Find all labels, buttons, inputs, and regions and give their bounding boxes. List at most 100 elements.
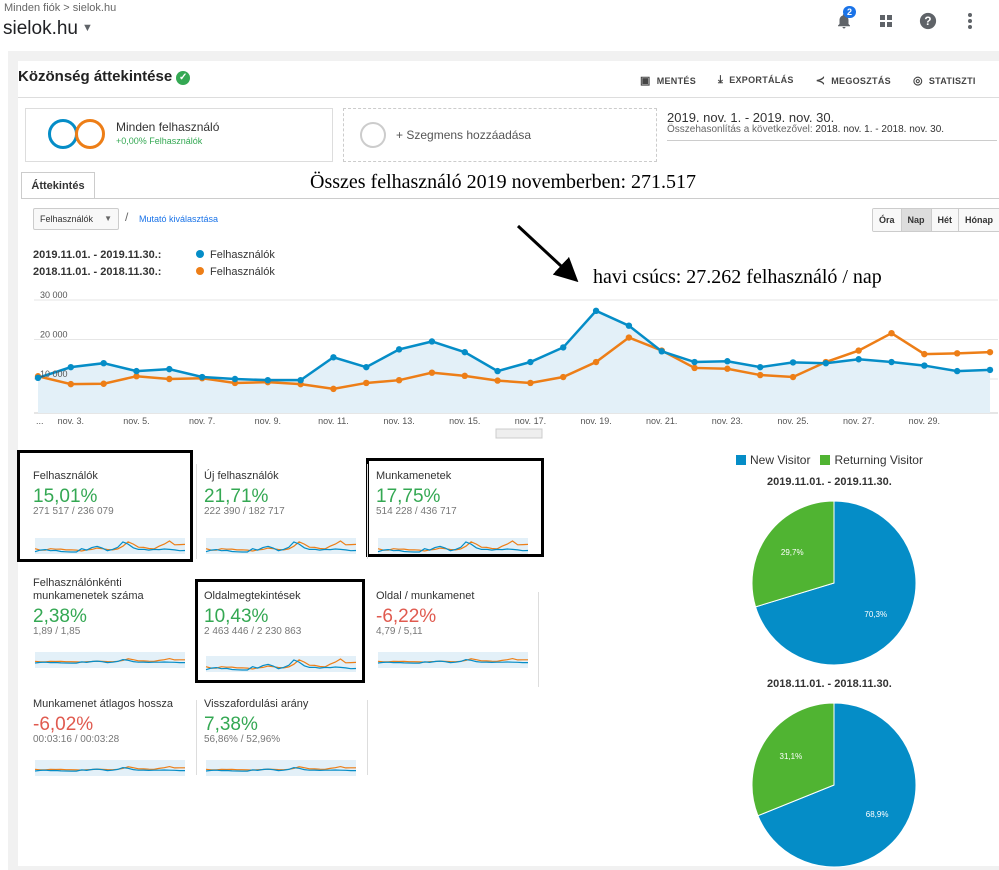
metric-tile[interactable]: Oldalmegtekintések 10,43% 2 463 446 / 2 23… (204, 590, 374, 690)
breadcrumb[interactable]: Minden fiók > sielok.hu (4, 2, 117, 14)
top-icons: 2 ? (833, 6, 981, 32)
metric-tile[interactable]: Felhasználónkénti munkamenetek száma 2,38… (33, 577, 203, 677)
pie-title-2018: 2018.11.01. - 2018.11.30. (767, 678, 892, 690)
segment-subtitle: +0,00% Felhasználók (116, 136, 203, 146)
insights-button[interactable]: ◎ STATISZTI (912, 75, 976, 87)
share-icon: ≺ (815, 75, 826, 87)
metric-change: -6,02% (33, 714, 94, 735)
notification-count: 2 (843, 6, 857, 18)
header-divider (18, 97, 999, 98)
new-visitor-swatch-icon (736, 455, 746, 465)
legend-row-2019: 2019.11.01. - 2019.11.30.: Felhasználók (33, 249, 275, 261)
metric-values: 00:03:16 / 00:03:28 (33, 734, 120, 745)
highlight-box (195, 579, 365, 683)
metric-values: 1,89 / 1,85 (33, 626, 81, 637)
metric-tile[interactable]: Oldal / munkamenet -6,22% 4,79 / 5,11 (376, 590, 546, 690)
gran-day[interactable]: Nap (901, 209, 932, 231)
add-segment-label: + Szegmens hozzáadása (396, 128, 532, 142)
help-icon[interactable]: ? (917, 10, 939, 32)
metric-change: 15,01% (33, 486, 98, 507)
metric-values: 2 463 446 / 2 230 863 (204, 626, 302, 637)
metric-title: Új felhasználók (204, 470, 279, 482)
svg-text:?: ? (924, 15, 931, 28)
account-name: sielok.hu (3, 18, 78, 39)
segment-circle-blue (48, 119, 78, 149)
metric-title: Visszafordulási arány (204, 698, 309, 710)
metric-values: 56,86% / 52,96% (204, 734, 281, 745)
top-bar: Minden fiók > sielok.hu sielok.hu ▼ 2 ? (0, 0, 999, 48)
metric-change: 7,38% (204, 714, 258, 735)
more-vert-icon[interactable] (959, 10, 981, 32)
gran-hour[interactable]: Óra (873, 209, 902, 231)
insights-icon: ◎ (912, 75, 923, 87)
share-button[interactable]: ≺ MEGOSZTÁS (815, 75, 891, 87)
segment-circle-orange (75, 119, 105, 149)
metric-values: 4,79 / 5,11 (376, 626, 423, 637)
metric-tile[interactable]: Visszafordulási arány 7,38% 56,86% / 52,96… (204, 698, 374, 798)
metric-tile[interactable]: Felhasználók 15,01% 271 517 / 236 079 (33, 470, 203, 570)
chevron-down-icon: ▼ (104, 214, 112, 223)
page-title-text: Közönség áttekintése (18, 68, 173, 85)
peak-annotation: havi csúcs: 27.262 felhasználó / nap (593, 266, 882, 288)
highlight-box (17, 450, 193, 562)
apps-grid-icon[interactable] (875, 10, 897, 32)
page-title: Közönség áttekintése ✓ (18, 68, 191, 85)
metric-title: Felhasználók (33, 470, 98, 482)
metric-change: 2,38% (33, 606, 87, 627)
account-selector[interactable]: sielok.hu ▼ (3, 18, 93, 40)
tab-overview[interactable]: Áttekintés (21, 172, 95, 199)
tab-divider (21, 198, 999, 199)
metric-tile[interactable]: Munkamenetek 17,75% 514 228 / 436 717 (376, 470, 546, 570)
segment-circles-icon (48, 119, 105, 149)
metric-change: 10,43% (204, 606, 269, 627)
metric-title: Felhasználónkénti munkamenetek száma (33, 577, 144, 602)
highlight-box (366, 458, 544, 557)
metric-title: Oldalmegtekintések (204, 590, 301, 602)
metric-title: Oldal / munkamenet (376, 590, 475, 602)
metric-dropdown[interactable]: Felhasználók ▼ (33, 208, 119, 230)
pie-legend: New Visitor Returning Visitor (736, 453, 923, 467)
tile-separator (367, 700, 368, 775)
metric-values: 271 517 / 236 079 (33, 506, 114, 517)
metric-tile[interactable]: Munkamenet átlagos hossza -6,02% 00:03:16 … (33, 698, 203, 798)
metric-values: 514 228 / 436 717 (376, 506, 457, 517)
chart-legend: 2019.11.01. - 2019.11.30.: Felhasználók 2… (33, 249, 275, 283)
tile-separator (196, 464, 197, 559)
metric-change: 21,71% (204, 486, 269, 507)
download-icon: ⤓ (718, 74, 724, 86)
pick-metric-link[interactable]: Mutató kiválasztása (139, 214, 219, 224)
metric-values: 222 390 / 182 717 (204, 506, 285, 517)
blue-dot-icon (196, 250, 204, 258)
compare-range[interactable]: Összehasonlítás a következővel: 2018. no… (667, 124, 945, 135)
metric-change: 17,75% (376, 486, 441, 507)
date-underline (667, 140, 997, 141)
metric-title: Munkamenetek (376, 470, 452, 482)
pie-title-2019: 2019.11.01. - 2019.11.30. (767, 476, 892, 488)
metric-tile[interactable]: Új felhasználók 21,71% 222 390 / 182 717 (204, 470, 374, 570)
total-users-annotation: Összes felhasználó 2019 novemberben: 271… (310, 171, 697, 193)
metric-title: Munkamenet átlagos hossza (33, 698, 174, 710)
bell-icon[interactable]: 2 (833, 6, 857, 32)
tile-separator (196, 700, 197, 775)
caret-down-icon: ▼ (82, 22, 93, 34)
save-icon: ▣ (640, 75, 651, 87)
save-button[interactable]: ▣ MENTÉS (640, 75, 697, 87)
legend-row-2018: 2018.11.01. - 2018.11.30.: Felhasználók (33, 266, 275, 278)
orange-dot-icon (196, 267, 204, 275)
tile-separator (367, 464, 368, 559)
export-button[interactable]: ⤓ EXPORTÁLÁS (718, 74, 794, 86)
segment-title: Minden felhasználó (116, 120, 220, 134)
date-range-picker[interactable]: 2019. nov. 1. - 2019. nov. 30. (667, 110, 835, 125)
add-segment-button[interactable]: + Szegmens hozzáadása (343, 108, 657, 162)
gran-week[interactable]: Hét (931, 209, 960, 231)
segment-all-users[interactable]: Minden felhasználó +0,00% Felhasználók (25, 108, 333, 162)
separator-slash: / (125, 210, 129, 224)
empty-segment-icon (360, 122, 386, 148)
metric-change: -6,22% (376, 606, 437, 627)
verified-icon: ✓ (176, 71, 191, 85)
tile-separator (538, 592, 539, 687)
returning-visitor-swatch-icon (820, 455, 831, 465)
report-toolbar: ▣ MENTÉS ⤓ EXPORTÁLÁS ≺ MEGOSZTÁS ◎ STATISZT… (640, 74, 976, 87)
granularity-switch: Óra Nap Hét Hónap (872, 208, 999, 232)
gran-month[interactable]: Hónap (959, 209, 999, 231)
